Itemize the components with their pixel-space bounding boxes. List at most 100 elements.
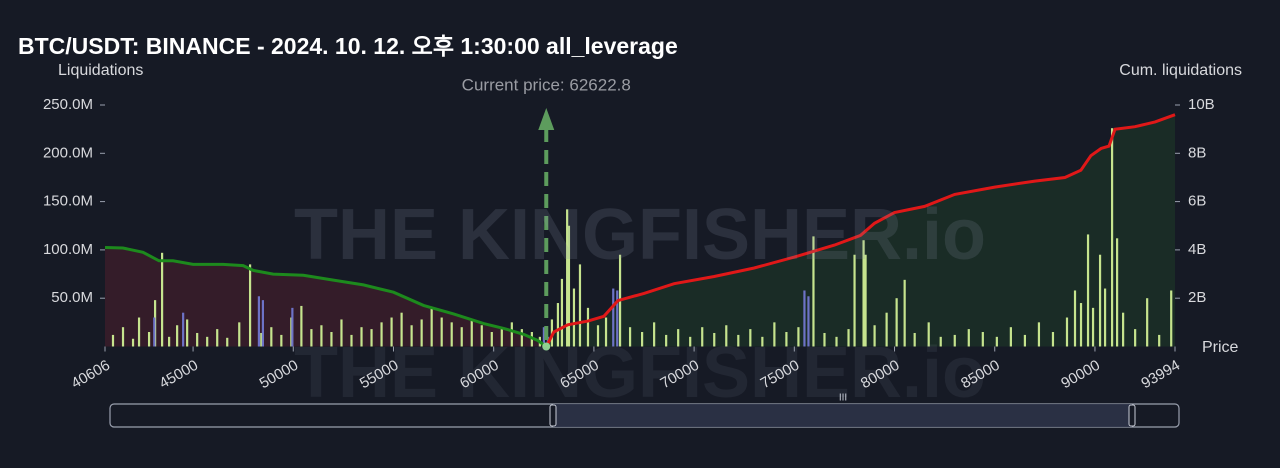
- bar: [390, 317, 393, 347]
- bar: [785, 332, 788, 347]
- bar: [566, 209, 569, 347]
- x-axis-label: Price: [1202, 339, 1239, 356]
- bar: [300, 305, 303, 347]
- bar: [1146, 298, 1149, 347]
- bar: [604, 317, 608, 347]
- x-tick-label: 40606: [68, 357, 113, 393]
- bar: [168, 336, 171, 347]
- bar: [853, 254, 856, 347]
- watermark: THE KINGFISHER.io: [294, 195, 986, 275]
- navigator-handle[interactable]: [1128, 404, 1136, 427]
- y-tick-label: 100.0M: [43, 241, 93, 258]
- bar: [885, 312, 888, 347]
- bar: [653, 322, 656, 347]
- current-price-arrow: [538, 108, 555, 130]
- bar: [578, 264, 582, 347]
- bar: [903, 279, 906, 347]
- bar: [340, 319, 343, 347]
- bar: [1115, 238, 1119, 347]
- bar: [737, 334, 740, 347]
- bar: [206, 336, 209, 347]
- bar: [137, 317, 141, 347]
- bar: [420, 319, 423, 347]
- navigator-handle[interactable]: [549, 404, 557, 427]
- bar: [460, 327, 463, 347]
- bar: [967, 329, 970, 347]
- y-tick-label: 50.0M: [51, 289, 93, 306]
- bar: [1134, 329, 1137, 347]
- bar: [567, 225, 571, 347]
- bar: [927, 322, 930, 347]
- y2-axis-label: Cum. liquidations: [1119, 62, 1242, 79]
- bar: [807, 296, 810, 347]
- bar: [953, 334, 956, 347]
- bar: [1023, 334, 1027, 347]
- bar: [330, 332, 333, 347]
- bar: [320, 325, 323, 347]
- bar: [131, 338, 135, 347]
- bar: [147, 332, 151, 347]
- bar: [410, 325, 413, 347]
- bar: [111, 334, 115, 347]
- bar: [480, 325, 483, 347]
- bar: [370, 329, 373, 347]
- bar: [176, 325, 179, 347]
- bar: [510, 322, 513, 347]
- bar: [803, 290, 806, 347]
- bar: [1158, 334, 1161, 347]
- bar: [823, 332, 826, 347]
- bar: [196, 332, 199, 347]
- bar: [1091, 307, 1095, 347]
- bar: [216, 329, 219, 347]
- y-tick-label: 200.0M: [43, 144, 93, 161]
- bar: [520, 329, 523, 347]
- bar: [430, 307, 433, 347]
- bar: [542, 327, 545, 347]
- chart-title: BTC/USDT: BINANCE - 2024. 10. 12. 오후 1:3…: [18, 33, 678, 59]
- bar: [1103, 288, 1107, 347]
- bar: [1086, 234, 1090, 347]
- bar: [291, 307, 294, 347]
- bar: [270, 327, 273, 347]
- annotation-label: Current price: 62622.8: [462, 75, 631, 94]
- bar: [248, 264, 252, 347]
- bar: [572, 288, 576, 347]
- x-tick-label: 45000: [156, 357, 201, 393]
- bar: [873, 325, 876, 347]
- navigator[interactable]: III: [109, 393, 1180, 428]
- bar: [310, 329, 313, 347]
- bar: [160, 252, 164, 347]
- cum-line: [544, 113, 1176, 348]
- bar: [1122, 312, 1125, 347]
- bar: [913, 332, 916, 347]
- bar: [1170, 290, 1173, 347]
- cum-line: [104, 246, 548, 348]
- bar: [490, 332, 493, 347]
- navigator-window[interactable]: [553, 404, 1132, 427]
- bar: [1098, 254, 1102, 347]
- plot: [104, 108, 1176, 351]
- bar: [725, 325, 728, 347]
- bar: [895, 298, 898, 347]
- bar: [981, 332, 984, 347]
- bar: [1110, 128, 1114, 347]
- y-axis-label: Liquidations: [58, 62, 143, 79]
- area-fill: [546, 114, 1175, 347]
- bar: [596, 325, 600, 347]
- bar: [153, 317, 156, 347]
- y2-tick-label: 10B: [1188, 96, 1215, 113]
- bar: [440, 317, 443, 347]
- bar: [628, 327, 632, 347]
- bar: [761, 336, 764, 347]
- y2-tick-label: 6B: [1188, 193, 1206, 210]
- bar: [1037, 322, 1041, 347]
- watermark-group: THE KINGFISHER.io THE KINGFISHER.io: [294, 195, 986, 413]
- bar: [677, 329, 680, 347]
- x-tick-label: 93994: [1138, 357, 1183, 393]
- bar: [773, 322, 776, 347]
- navigator-grip[interactable]: III: [839, 393, 847, 404]
- bar: [665, 334, 668, 347]
- bar: [360, 327, 363, 347]
- bar: [862, 240, 865, 347]
- bar: [689, 336, 692, 347]
